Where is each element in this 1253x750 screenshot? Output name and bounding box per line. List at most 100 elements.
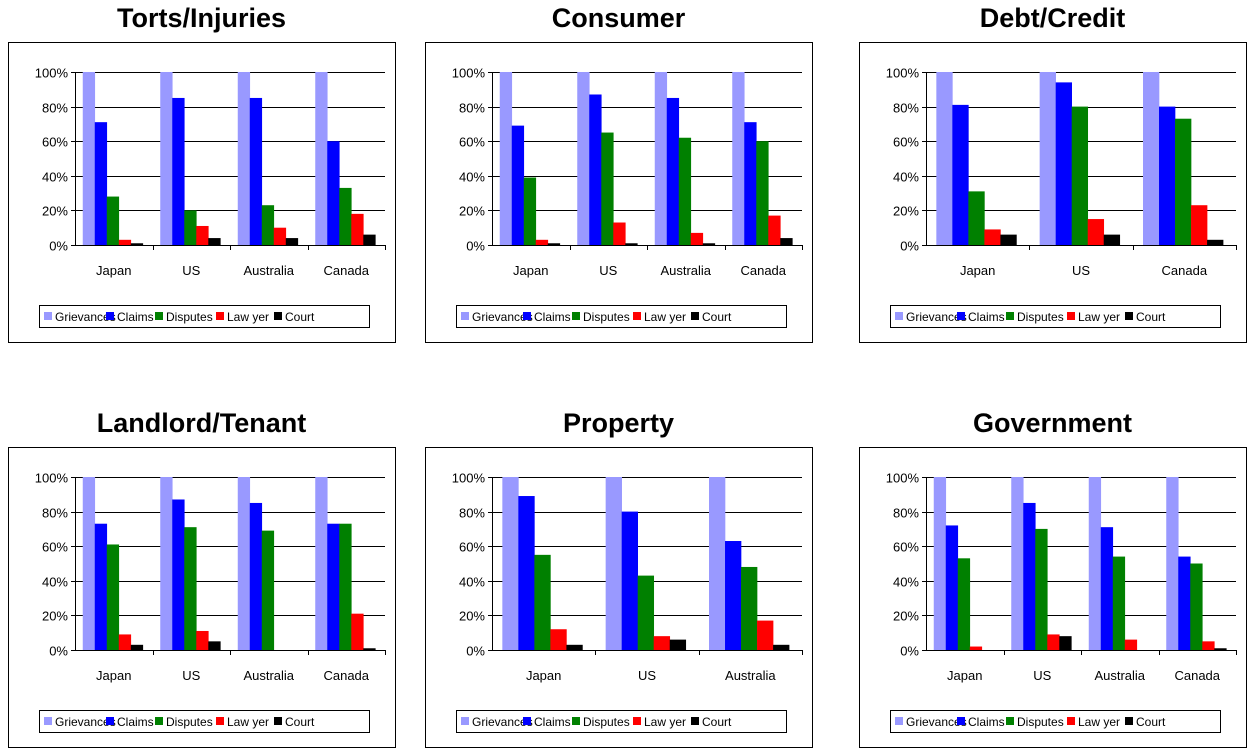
bar-australia-law-yer (690, 232, 704, 245)
legend-swatch-court (274, 717, 282, 725)
legend: Grievances Claims Disputes Law yer Court (456, 710, 787, 733)
bar-us-claims (172, 499, 185, 650)
bar-australia-disputes (678, 137, 692, 245)
legend-box (39, 710, 370, 733)
category-label: Canada (740, 263, 786, 278)
legend-box (456, 710, 787, 733)
legend-swatch-grievances (44, 717, 52, 725)
y-tick-label: 20% (459, 204, 485, 219)
y-tick-label: 0% (49, 239, 68, 254)
bar-us-claims (1055, 82, 1072, 245)
bar-us-court (1059, 636, 1072, 650)
bar-australia-grievances (237, 72, 251, 245)
category-label: Japan (947, 668, 982, 683)
bar-canada-disputes (339, 187, 352, 245)
legend-label-disputes: Disputes (1017, 310, 1064, 324)
chart-debt-credit: 0% 20% 40% 60% 80% 100% Japan US Canada Grievance… (859, 42, 1247, 343)
legend-swatch-claims (106, 312, 114, 320)
bar-canada-law-yer (351, 213, 364, 245)
legend-swatch-law-yer (1067, 717, 1075, 725)
bar-japan-claims (518, 496, 535, 650)
bar-canada-claims (1178, 556, 1191, 650)
legend-box (890, 710, 1221, 733)
bar-us-grievances (577, 72, 590, 245)
category-label: US (1033, 668, 1051, 683)
bar-japan-grievances (936, 72, 953, 245)
chart-title: Debt/Credit (979, 3, 1126, 33)
bar-us-disputes (601, 132, 614, 245)
bar-canada-claims (327, 523, 340, 650)
bar-japan-claims (94, 122, 108, 245)
bar-canada-grievances (732, 72, 745, 245)
bar-canada-disputes (756, 141, 769, 245)
bar-japan-claims (945, 525, 959, 650)
bar-australia-grievances (654, 72, 668, 245)
bar-us-court (208, 641, 221, 650)
bar-us-law-yer (613, 222, 626, 245)
legend: Grievances Claims Disputes Law yer Court (39, 305, 370, 328)
category-label: US (599, 263, 617, 278)
legend-swatch-claims (523, 312, 531, 320)
legend-label-court: Court (702, 715, 732, 729)
bar-australia-law-yer (1124, 639, 1138, 650)
legend: Grievances Claims Disputes Law yer Court (890, 710, 1221, 733)
category-label: US (638, 668, 656, 683)
bar-us-disputes (1071, 106, 1089, 245)
bar-us-grievances (605, 477, 622, 650)
bar-australia-claims (725, 541, 742, 650)
legend-swatch-claims (106, 717, 114, 725)
legend-label-claims: Claims (968, 715, 1005, 729)
y-tick-label: 40% (893, 170, 919, 185)
chart-title: Government (972, 408, 1133, 438)
legend-label-grievances: Grievances (906, 310, 967, 324)
bar-us-grievances (1011, 477, 1024, 650)
category-label: Japan (96, 668, 131, 683)
legend-swatch-grievances (461, 312, 469, 320)
y-tick-label: 40% (42, 170, 68, 185)
bar-canada-grievances (315, 477, 328, 650)
bar-us-disputes (1035, 528, 1048, 650)
bar-japan-grievances (933, 477, 947, 650)
legend-label-court: Court (285, 310, 315, 324)
chart-property: 0% 20% 40% 60% 80% 100% Japan US Australia Grieva… (425, 447, 813, 748)
y-tick-label: 40% (459, 170, 485, 185)
y-tick-label: 0% (900, 239, 919, 254)
chart-title: Consumer (551, 3, 686, 33)
chart-landlord-tenant: 0% 20% 40% 60% 80% 100% Japan US Australia Canada… (8, 447, 396, 748)
bar-canada-claims (327, 141, 340, 245)
bar-australia-claims (249, 97, 263, 245)
bar-australia-law-yer (757, 620, 774, 650)
bar-japan-disputes (957, 558, 971, 650)
chart-title: Landlord/Tenant (96, 408, 307, 438)
bar-us-disputes (184, 527, 197, 650)
legend-swatch-disputes (1006, 717, 1014, 725)
bar-japan-disputes (106, 544, 120, 650)
category-label: Japan (513, 263, 548, 278)
bar-us-grievances (160, 72, 173, 245)
legend-swatch-court (1125, 312, 1133, 320)
y-tick-label: 0% (900, 644, 919, 659)
chart-title: Property (562, 408, 675, 438)
category-label: Australia (243, 668, 294, 683)
y-tick-label: 100% (452, 471, 486, 486)
bar-canada-claims (1159, 106, 1176, 245)
bar-japan-court (547, 243, 561, 245)
bar-japan-claims (511, 125, 525, 245)
chart-panel-landlord-tenant: Landlord/Tenant 0% 20% 40% 60% 80% 100% Japan US… (8, 405, 414, 748)
category-label: US (182, 668, 200, 683)
legend-swatch-disputes (572, 717, 580, 725)
bar-australia-claims (666, 97, 680, 245)
bar-japan-grievances (82, 477, 96, 650)
legend: Grievances Claims Disputes Law yer Court (39, 710, 370, 733)
bar-japan-law-yer (118, 239, 132, 245)
bar-japan-claims (952, 104, 969, 245)
bar-us-law-yer (196, 630, 209, 650)
bar-japan-grievances (502, 477, 519, 650)
legend-label-court: Court (285, 715, 315, 729)
y-tick-label: 60% (459, 135, 485, 150)
category-label: Canada (323, 263, 369, 278)
y-tick-label: 100% (886, 471, 920, 486)
legend-swatch-disputes (1006, 312, 1014, 320)
y-tick-label: 20% (893, 204, 919, 219)
bar-australia-court (285, 238, 299, 245)
